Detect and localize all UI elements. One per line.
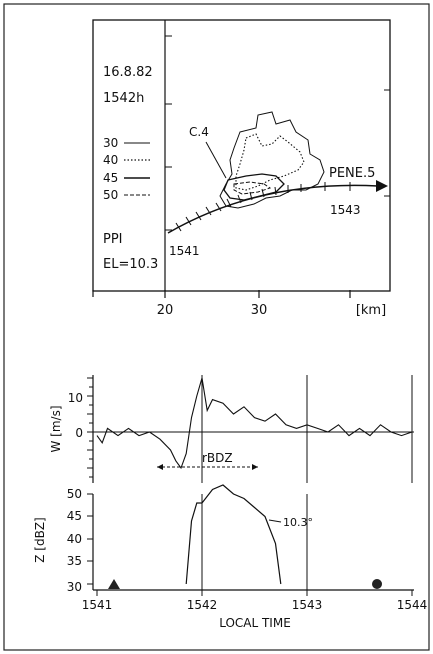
legend-label-45: 45 [103, 171, 118, 185]
ppi-legend: 30 40 45 50 [103, 136, 150, 202]
ppi-panel: 16.8.82 1542h 30 40 45 50 PPI EL=10.3 C.… [92, 19, 391, 318]
rbdz-label: rBDZ [202, 451, 233, 465]
ppi-x-label-20: 20 [157, 303, 174, 318]
z-x-ticks [96, 590, 413, 596]
rbdz-arrow-left [157, 464, 163, 470]
ppi-time: 1542h [103, 91, 144, 106]
cell-label-leader [205, 141, 227, 179]
contour-50-dbz [233, 181, 272, 195]
legend-label-50: 50 [103, 188, 118, 202]
x-tick-label-1542: 1542 [187, 598, 218, 612]
x-axis-label: LOCAL TIME [219, 616, 291, 630]
figure-border [3, 3, 430, 651]
legend-label-40: 40 [103, 153, 118, 167]
triangle-marker [108, 579, 120, 589]
contour-40-dbz [235, 133, 305, 191]
reflectivity-panel: 50 45 40 35 30 Z [dBZ] 1541 1542 1543 15… [33, 484, 428, 630]
x-tick-label-1544: 1544 [397, 598, 428, 612]
legend-label-30: 30 [103, 136, 118, 150]
z-tick-label-45: 45 [67, 509, 82, 523]
vertical-velocity-panel: 10 0 W [m/s] rBDZ [49, 375, 414, 483]
w-tick-label-10: 10 [68, 391, 83, 405]
ppi-frame [92, 19, 391, 292]
w-tick-label-0: 0 [75, 426, 83, 440]
z-tick-label-40: 40 [67, 532, 82, 546]
ppi-elevation: EL=10.3 [103, 257, 158, 272]
track-ticks [175, 182, 351, 232]
z-axis-label: Z [dBZ] [33, 517, 47, 562]
track-label: PENE.5 [329, 166, 375, 181]
rbdz-arrow-right [252, 464, 258, 470]
z-tick-label-35: 35 [67, 554, 82, 568]
ppi-scan-type: PPI [103, 232, 123, 247]
ppi-x-label-30: 30 [251, 303, 268, 318]
z-series-line [185, 484, 282, 585]
track-arrowhead [376, 180, 388, 192]
elevation-annotation-leader [268, 519, 282, 523]
ppi-date: 16.8.82 [103, 65, 153, 80]
elevation-annotation: 10.3° [283, 516, 313, 529]
w-series-line [96, 377, 413, 470]
z-tick-label-50: 50 [67, 487, 82, 501]
z-tick-label-30: 30 [67, 580, 82, 594]
cell-label: C.4 [189, 125, 209, 139]
track-time-1541: 1541 [169, 244, 200, 258]
w-axis-label: W [m/s] [49, 405, 63, 452]
circle-marker [372, 579, 382, 589]
w-y-ticks [87, 377, 93, 478]
ppi-x-unit: [km] [356, 303, 386, 318]
track-time-1543: 1543 [330, 203, 361, 217]
z-y-ticks [87, 493, 93, 585]
x-tick-label-1541: 1541 [82, 598, 113, 612]
x-tick-label-1543: 1543 [292, 598, 323, 612]
